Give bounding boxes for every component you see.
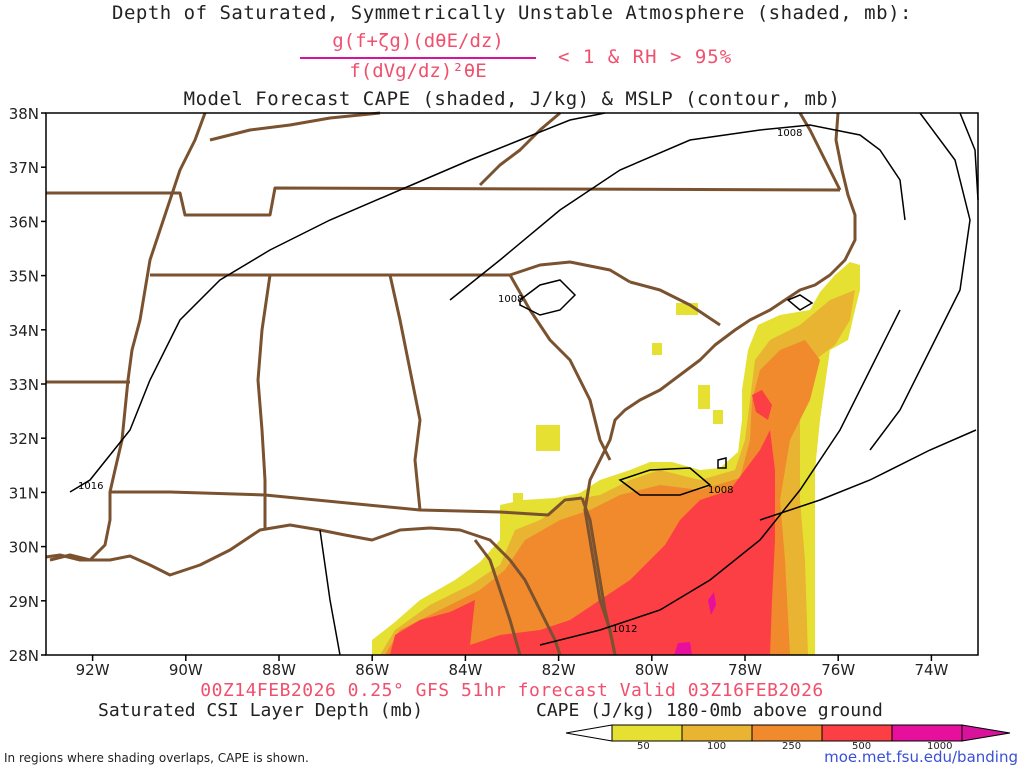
cape-50-spot bbox=[713, 410, 723, 424]
colorbar-bin-500 bbox=[821, 724, 893, 742]
isobar-label: 1008 bbox=[498, 294, 523, 305]
colorbar-tick-label: 100 bbox=[707, 741, 726, 752]
ga-fl-river bbox=[580, 497, 617, 656]
cape-50-spot bbox=[698, 385, 710, 409]
isobar-small-loop bbox=[786, 294, 814, 311]
title-line-2: Model Forecast CAPE (shaded, J/kg) & MSL… bbox=[183, 88, 841, 110]
border-va-north bbox=[209, 111, 381, 142]
isobar-1016 bbox=[69, 112, 606, 493]
lat-tick-label: 28N bbox=[9, 647, 39, 665]
isobar-label: 1008 bbox=[708, 485, 733, 496]
fl-west-coast bbox=[473, 539, 522, 656]
lat-tick-label: 31N bbox=[9, 484, 39, 502]
isobar-center-loop bbox=[618, 467, 712, 496]
isobar-label: 1016 bbox=[78, 481, 103, 492]
lat-tick-label: 30N bbox=[9, 539, 39, 557]
lat-tick-label: 37N bbox=[9, 159, 39, 177]
border-ky-tn bbox=[46, 186, 841, 217]
isobar-1012 bbox=[319, 529, 341, 656]
colorbar-right-arrow bbox=[961, 724, 1011, 742]
appalachian-river bbox=[478, 111, 561, 187]
coastline-florida-east bbox=[583, 112, 857, 656]
lon-tick-label: 74W bbox=[914, 661, 948, 679]
mississippi-river bbox=[49, 112, 207, 562]
cape-legend-label: CAPE (J/kg) 180-0mb above ground bbox=[536, 700, 883, 721]
lat-tick-label: 32N bbox=[9, 430, 39, 448]
formula-fraction-bar bbox=[300, 57, 536, 59]
colorbar-bin-1000 bbox=[891, 724, 963, 742]
formula-denominator: f(dVg/dz)²θE bbox=[349, 60, 487, 82]
source-credit: moe.met.fsu.edu/banding bbox=[824, 748, 1018, 766]
cape-50-spot bbox=[536, 425, 560, 451]
border-tn-south bbox=[150, 260, 631, 284]
chesapeake-coast bbox=[798, 112, 842, 191]
lat-tick-label: 29N bbox=[9, 593, 39, 611]
overlap-footnote: In regions where shading overlaps, CAPE … bbox=[4, 751, 309, 765]
formula-numerator: g(f+ζg)(dθE/dz) bbox=[332, 30, 504, 52]
lon-tick-label: 76W bbox=[821, 661, 855, 679]
border-nc-sc bbox=[629, 280, 721, 327]
mslp-contours bbox=[69, 112, 979, 656]
cape-1000-area bbox=[674, 642, 692, 655]
cape-50-spot bbox=[652, 343, 662, 355]
csi-legend-label: Saturated CSI Layer Depth (mb) bbox=[98, 700, 424, 721]
lat-tick-label: 36N bbox=[9, 213, 39, 231]
colorbar-tick-label: 50 bbox=[637, 741, 650, 752]
colorbar-tick-label: 250 bbox=[782, 741, 801, 752]
isobar-label: 1008 bbox=[777, 128, 802, 139]
colorbar-tick-label: 1000 bbox=[927, 741, 952, 752]
forecast-valid-time: 00Z14FEB2026 0.25° GFS 51hr forecast Val… bbox=[200, 680, 824, 701]
longitude-axis: 92W 90W 88W 86W 84W 82W 80W 78W 76W 74W bbox=[76, 655, 949, 679]
lat-tick-label: 34N bbox=[9, 322, 39, 340]
lat-tick-label: 35N bbox=[9, 268, 39, 286]
isobar-far-east bbox=[959, 112, 979, 201]
cape-shading bbox=[372, 262, 860, 655]
cape-50-spot bbox=[513, 493, 523, 505]
colorbar-bin-50 bbox=[611, 724, 683, 742]
lon-tick-label: 90W bbox=[169, 661, 203, 679]
border-ms-al bbox=[256, 274, 272, 530]
lon-tick-label: 78W bbox=[728, 661, 762, 679]
lat-tick-label: 33N bbox=[9, 376, 39, 394]
isobar-1008-south bbox=[539, 309, 901, 646]
colorbar-bin-100 bbox=[681, 724, 753, 742]
colorbar-left-arrow bbox=[565, 724, 613, 742]
isobar-southeast bbox=[759, 429, 977, 521]
latitude-axis: 38N 37N 36N 35N 34N 33N 32N 31N 30N 29N 28N bbox=[9, 105, 46, 665]
border-fl-north bbox=[110, 490, 583, 517]
lon-tick-label: 82W bbox=[542, 661, 576, 679]
isobar-1008-north bbox=[449, 124, 906, 301]
colorbar-tick-label: 500 bbox=[852, 741, 871, 752]
cape-1000-area bbox=[708, 592, 716, 615]
cape-500-area bbox=[752, 390, 772, 420]
lon-tick-label: 88W bbox=[262, 661, 296, 679]
state-borders bbox=[45, 111, 857, 656]
lon-tick-label: 84W bbox=[448, 661, 482, 679]
colorbar-bin-250 bbox=[751, 724, 823, 742]
title-line-1: Depth of Saturated, Symmetrically Unstab… bbox=[112, 2, 912, 24]
cape-colorbar: 50 100 250 500 1000 bbox=[565, 724, 1011, 752]
isobar-east bbox=[869, 112, 971, 451]
isobar-1008-inland bbox=[519, 279, 577, 316]
lon-tick-label: 86W bbox=[355, 661, 389, 679]
isobar-label: 1012 bbox=[612, 624, 637, 635]
isobar-label-group: 1008 1008 1008 1012 1016 bbox=[78, 128, 802, 635]
lon-tick-label: 92W bbox=[76, 661, 110, 679]
border-al-ga bbox=[388, 274, 422, 511]
coastline-gulf bbox=[45, 523, 562, 656]
lon-tick-label: 80W bbox=[635, 661, 669, 679]
lat-tick-label: 38N bbox=[9, 105, 39, 123]
isobar-small-loop bbox=[717, 457, 727, 469]
formula-condition: < 1 & RH > 95% bbox=[558, 46, 733, 68]
